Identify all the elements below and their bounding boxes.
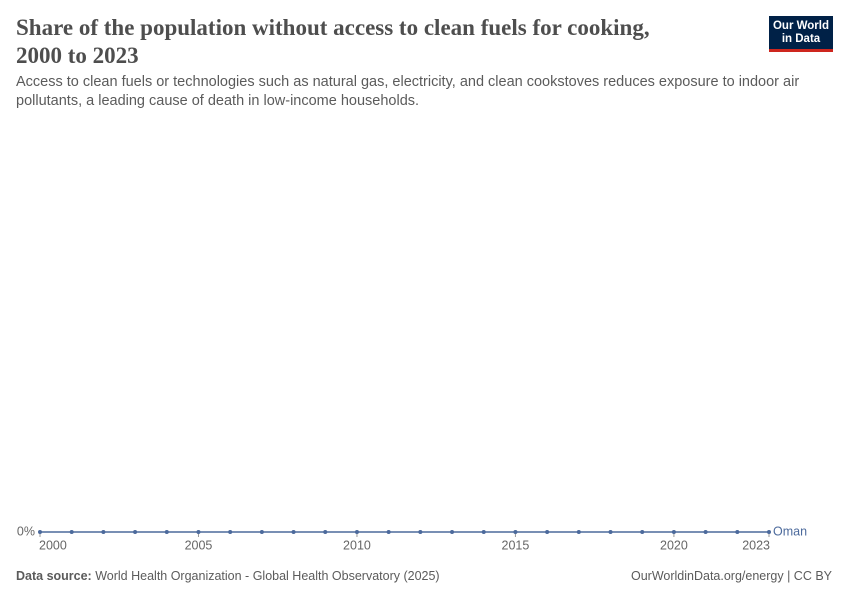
x-tick-label: 2010 [343,538,371,552]
point [164,530,169,534]
x-tick-label: 2020 [660,538,688,552]
logo-line: Our World [772,20,829,32]
x-tick-label: 2005 [185,538,213,552]
point [228,530,233,534]
source-text[interactable]: World Health Organization - Global Healt… [95,569,440,583]
point [354,530,359,534]
point [196,530,201,534]
point [767,530,771,534]
footer-link[interactable]: OurWorldinData.org/energy | CC BY [630,569,832,583]
point [640,530,645,534]
point [450,530,455,534]
point [513,530,518,534]
point [703,530,708,534]
point [418,530,423,534]
point [576,530,581,534]
y-tick-label: 0% [17,524,35,538]
chart-title: Share of the population without access t… [16,15,650,68]
source: Data source: World Health Organization -… [16,569,440,583]
point [608,530,613,534]
point [133,530,138,534]
logo-line: in Data [781,33,821,45]
x-tick-label: 2015 [502,538,530,552]
point [323,530,328,534]
chart-subtitle: Access to clean fuels or technologies su… [16,74,800,109]
logo[interactable]: Our World in Data [769,16,833,52]
point [545,530,550,534]
x-tick-label: 2000 [39,538,67,552]
series-label: Oman [773,524,807,538]
point [671,530,676,534]
point [481,530,486,534]
point [259,530,264,534]
point [101,530,106,534]
point [291,530,296,534]
point [386,530,391,534]
source-label: Data source: [16,569,92,583]
point [735,530,740,534]
x-tick-label: 2023 [742,538,770,552]
point [38,530,42,534]
point [69,530,74,534]
